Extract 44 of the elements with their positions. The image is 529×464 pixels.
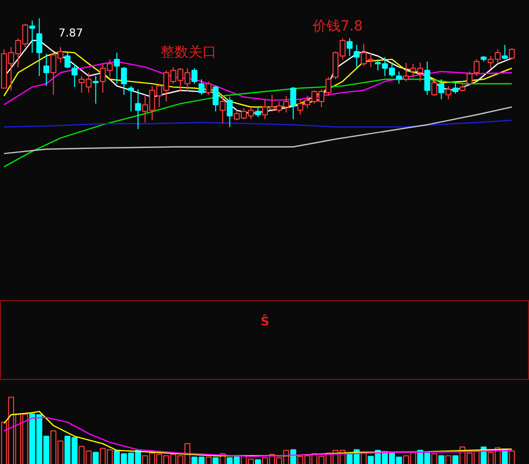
candlestick (452, 80, 458, 94)
candlestick (508, 48, 515, 60)
bar (445, 455, 452, 464)
candlestick (198, 78, 204, 96)
bar (206, 456, 212, 464)
bar (431, 453, 438, 464)
annotation: 7.87 (58, 26, 83, 40)
candlestick (36, 18, 42, 76)
candlestick (114, 52, 120, 84)
bar (508, 450, 515, 464)
candlestick (92, 75, 99, 104)
candlestick (466, 71, 473, 86)
candlestick (226, 96, 233, 128)
candlestick (43, 53, 50, 86)
bar (438, 455, 444, 464)
candlestick (396, 71, 402, 84)
candlestick (220, 95, 226, 124)
candlestick (212, 85, 219, 112)
candlestick (29, 20, 36, 54)
candlestick (438, 78, 444, 100)
candlestick (431, 78, 438, 96)
candlestick (474, 58, 480, 76)
candlestick (135, 88, 142, 130)
candlestick (192, 68, 198, 84)
bar (92, 452, 99, 464)
candlestick (403, 62, 410, 82)
candlestick (206, 80, 212, 96)
candlestick (254, 106, 261, 118)
bar (254, 459, 261, 464)
candlestick (445, 85, 452, 100)
candlestick (290, 86, 296, 120)
candlestick (72, 63, 78, 88)
candlestick (354, 44, 360, 68)
candlestick (424, 61, 430, 96)
candlestick (120, 66, 127, 96)
bar (212, 457, 219, 464)
text: Ŝ (260, 314, 270, 328)
candlestick (502, 44, 508, 60)
annotation: 整数关口 (160, 44, 216, 60)
annotation: 价钱7.8 (312, 18, 363, 34)
candlestick (128, 85, 134, 112)
bar (452, 455, 458, 464)
candlestick (64, 52, 70, 69)
candlestick (346, 38, 353, 57)
